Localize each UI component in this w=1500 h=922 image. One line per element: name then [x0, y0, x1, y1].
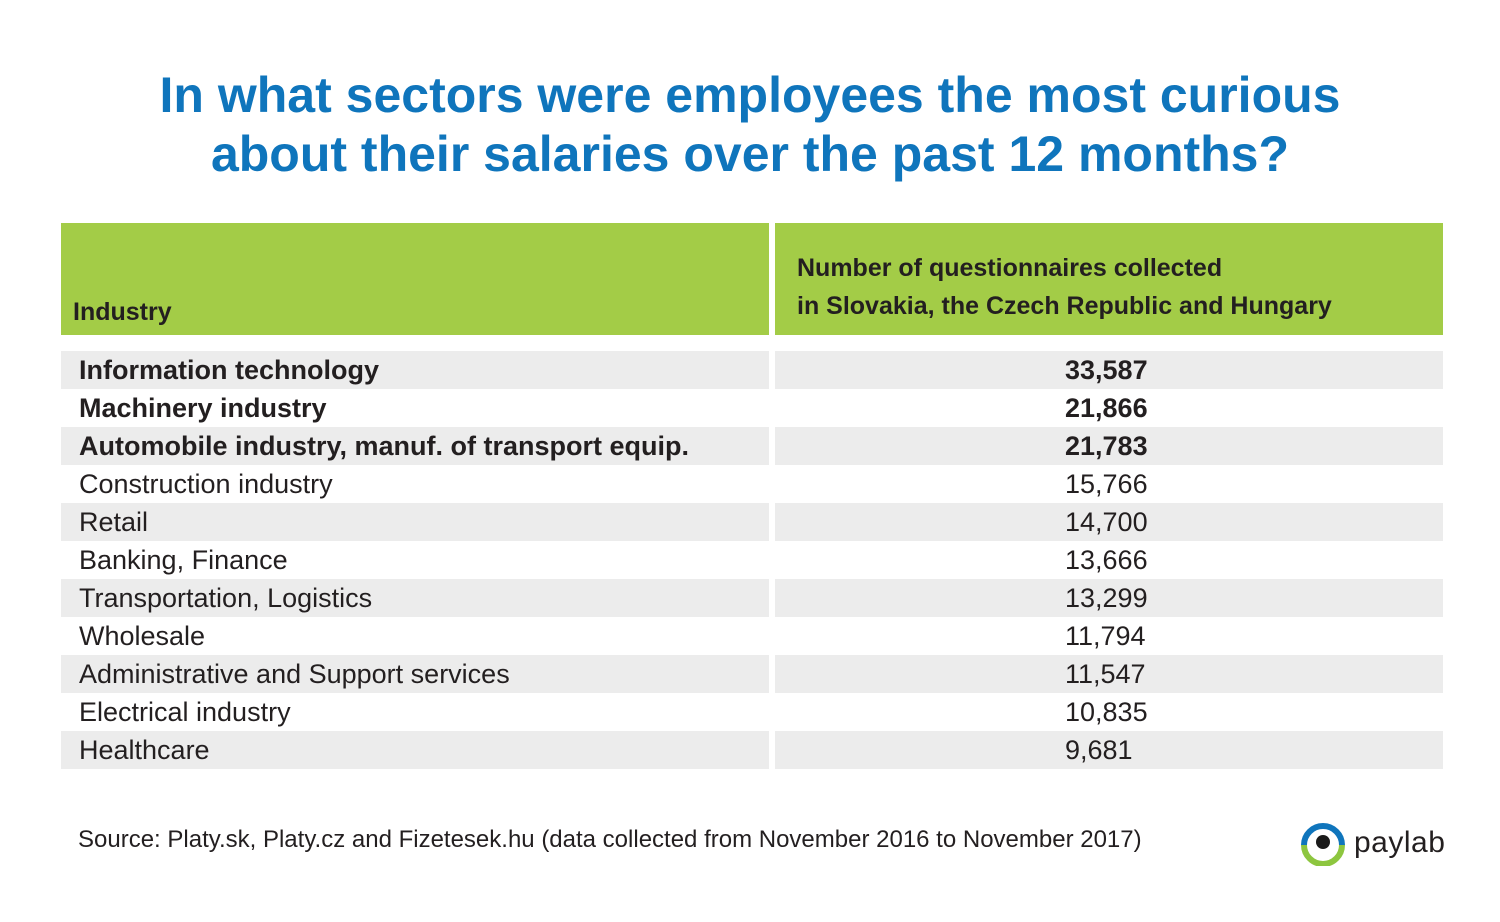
industry-cell: Administrative and Support services — [61, 655, 769, 693]
logo-text: paylab — [1354, 826, 1446, 859]
column-header-industry: Industry — [61, 223, 769, 335]
questionnaire-count-cell: 13,666 — [1065, 545, 1148, 575]
table-row: Banking, Finance 13,666 — [0, 541, 1500, 579]
table-row: Transportation, Logistics 13,299 — [0, 579, 1500, 617]
industry-cell: Construction industry — [79, 469, 333, 499]
table-row: Machinery industry 21,866 — [0, 389, 1500, 427]
chart-title: In what sectors were employees the most … — [0, 66, 1500, 184]
questionnaire-count-cell: 13,299 — [775, 579, 1443, 617]
column-header-industry-label: Industry — [73, 298, 172, 326]
questionnaire-count-cell: 11,547 — [775, 655, 1443, 693]
table-row: Information technology 33,587 — [0, 351, 1500, 389]
column-header-count-line-1: Number of questionnaires collected — [797, 254, 1223, 282]
table-row: Electrical industry 10,835 — [0, 693, 1500, 731]
eye-logo-icon — [1301, 823, 1345, 866]
table-row: Wholesale 11,794 — [0, 617, 1500, 655]
industry-cell: Wholesale — [79, 621, 206, 651]
questionnaire-count-cell: 10,835 — [1065, 697, 1148, 727]
industry-cell: Transportation, Logistics — [61, 579, 769, 617]
questionnaire-count-cell: 21,783 — [775, 427, 1443, 465]
table-row: Administrative and Support services 11,54… — [0, 655, 1500, 693]
industry-cell: Automobile industry, manuf. of transport… — [61, 427, 769, 465]
industry-cell: Information technology — [61, 351, 769, 389]
chart-title-line-1: In what sectors were employees the most … — [159, 67, 1341, 123]
industry-cell: Banking, Finance — [79, 545, 288, 575]
source-note: Source: Platy.sk, Platy.cz and Fizetesek… — [78, 826, 1142, 853]
table-row: Construction industry 15,766 — [0, 465, 1500, 503]
industry-cell: Machinery industry — [79, 393, 327, 423]
column-header-count: Number of questionnaires collected in Sl… — [775, 223, 1443, 335]
table-row: Automobile industry, manuf. of transport… — [0, 427, 1500, 465]
questionnaire-count-cell: 21,866 — [1065, 393, 1148, 423]
questionnaire-count-cell: 9,681 — [775, 731, 1443, 769]
questionnaire-count-cell: 15,766 — [1065, 469, 1148, 499]
questionnaire-count-cell: 14,700 — [775, 503, 1443, 541]
industry-cell: Healthcare — [61, 731, 769, 769]
paylab-logo: paylab — [1300, 820, 1445, 866]
column-header-count-line-2: in Slovakia, the Czech Republic and Hung… — [797, 292, 1332, 320]
questionnaire-count-cell: 33,587 — [775, 351, 1443, 389]
industry-cell: Retail — [61, 503, 769, 541]
table-row: Healthcare 9,681 — [0, 731, 1500, 769]
questionnaire-count-cell: 11,794 — [1065, 621, 1146, 651]
table-row: Retail 14,700 — [0, 503, 1500, 541]
chart-title-line-2: about their salaries over the past 12 mo… — [210, 126, 1290, 182]
industry-cell: Electrical industry — [79, 697, 291, 727]
